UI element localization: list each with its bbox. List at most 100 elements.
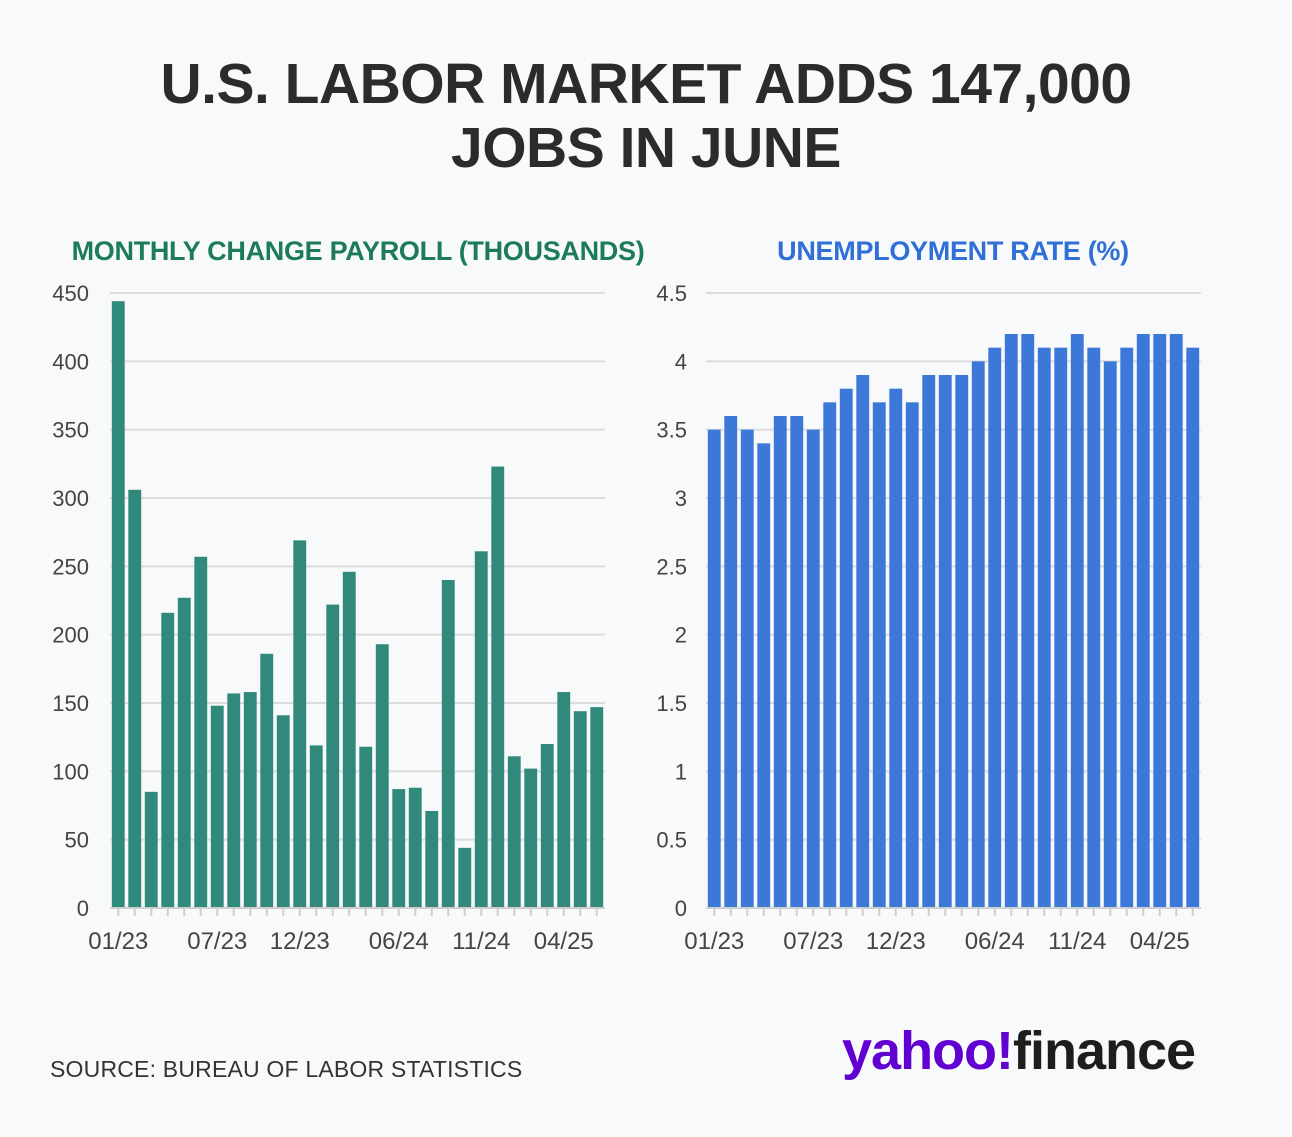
payroll-bar <box>161 612 175 908</box>
payroll-bar <box>491 466 505 908</box>
unemployment-bar <box>971 361 985 908</box>
payroll-bar <box>293 540 307 908</box>
x-tick-label: 01/23 <box>88 928 148 955</box>
unemployment-bar <box>1136 334 1150 908</box>
unemployment-bar <box>1021 334 1035 908</box>
x-tick-label: 11/24 <box>1048 928 1106 955</box>
unemployment-bar <box>905 402 919 908</box>
y-tick-label: 300 <box>52 486 89 511</box>
y-tick-label: 0 <box>675 896 687 921</box>
unemployment-bar <box>740 429 754 908</box>
unemployment-bar <box>1087 347 1101 909</box>
unemployment-bar <box>806 429 820 908</box>
logo-yahoo: yahoo! <box>842 1021 1014 1081</box>
y-tick-label: 450 <box>52 281 89 306</box>
x-tick-label: 11/24 <box>452 928 510 955</box>
x-tick-label: 12/23 <box>866 928 926 955</box>
payroll-bar <box>177 597 191 908</box>
y-tick-label: 3 <box>675 486 687 511</box>
payroll-bar <box>276 715 290 908</box>
unemployment-bar <box>1004 334 1018 908</box>
unemployment-bar <box>988 347 1002 909</box>
charts-canvas: 0 50 100 150 200 250 300 350 400 450 01/23 07/23 12/… <box>52 281 1201 955</box>
payroll-chart-title: MONTHLY CHANGE PAYROLL (THOUSANDS) <box>71 236 645 266</box>
y-tick-label: 2 <box>675 623 687 648</box>
page-title: U.S. LABOR MARKET ADDS 147,000 JOBS IN J… <box>0 52 1292 180</box>
unemployment-bar <box>955 375 969 908</box>
payroll-bar <box>573 711 587 908</box>
payroll-bar <box>342 571 356 908</box>
payroll-bar <box>309 745 323 908</box>
unemployment-bar <box>938 375 952 908</box>
payroll-bar <box>507 756 521 908</box>
unemployment-bar <box>889 388 903 909</box>
y-tick-label: 2.5 <box>656 554 687 579</box>
payroll-bar <box>425 810 439 908</box>
x-tick-label: 07/23 <box>187 928 247 955</box>
y-tick-label: 250 <box>52 554 89 579</box>
source-note: SOURCE: BUREAU OF LABOR STATISTICS <box>50 1056 523 1082</box>
unemployment-bar <box>1120 347 1134 909</box>
y-tick-label: 100 <box>52 759 89 784</box>
payroll-bar <box>557 692 571 908</box>
payroll-bar <box>540 744 554 908</box>
unemployment-bar <box>1070 334 1084 908</box>
payroll-bar <box>458 847 472 908</box>
payroll-chart: 0 50 100 150 200 250 300 350 400 450 01/23 07/23 12/… <box>52 281 605 955</box>
unemployment-bar <box>823 402 837 908</box>
y-tick-label: 400 <box>52 349 89 374</box>
logo-finance: finance <box>1013 1021 1196 1081</box>
payroll-bar <box>392 789 406 908</box>
y-tick-label: 150 <box>52 691 89 716</box>
y-tick-label: 3.5 <box>656 418 687 443</box>
title-line-1: U.S. LABOR MARKET ADDS 147,000 <box>160 52 1132 116</box>
y-tick-label: 4 <box>675 349 687 374</box>
unemployment-bar <box>773 416 787 908</box>
x-tick-label: 06/24 <box>965 928 1025 955</box>
payroll-bar <box>243 692 257 908</box>
unemployment-bar <box>1103 361 1117 908</box>
unemployment-bar <box>1037 347 1051 909</box>
payroll-bar <box>441 580 455 908</box>
x-tick-label: 12/23 <box>270 928 330 955</box>
unemployment-bar <box>1186 347 1200 909</box>
unemployment-bar <box>724 416 738 908</box>
payroll-bar <box>194 556 208 908</box>
y-tick-label: 50 <box>65 828 89 853</box>
y-tick-label: 0.5 <box>656 828 687 853</box>
payroll-bar <box>144 791 158 908</box>
y-tick-label: 0 <box>77 896 89 921</box>
unemployment-bar <box>790 416 804 908</box>
unemployment-chart: 0 0.5 1 1.5 2 2.5 3 3.5 4 4.5 01/23 07/23 12/23 06/24… <box>656 281 1201 955</box>
unemployment-bar <box>1153 334 1167 908</box>
payroll-bar <box>474 551 488 908</box>
payroll-bar <box>227 693 241 908</box>
payroll-bar <box>524 768 538 908</box>
y-tick-label: 200 <box>52 623 89 648</box>
x-tick-label: 06/24 <box>369 928 429 955</box>
unemployment-bar <box>856 375 870 908</box>
y-tick-label: 350 <box>52 418 89 443</box>
y-tick-label: 1 <box>675 759 687 784</box>
y-tick-label: 4.5 <box>656 281 687 306</box>
unemployment-chart-title: UNEMPLOYMENT RATE (%) <box>777 236 1129 266</box>
unemployment-bar <box>839 388 853 909</box>
y-tick-label: 1.5 <box>656 691 687 716</box>
payroll-bar <box>128 489 142 908</box>
unemployment-bar <box>1169 334 1183 908</box>
payroll-bar <box>590 707 604 908</box>
payroll-bar <box>375 644 389 908</box>
payroll-bar <box>210 705 224 908</box>
payroll-bar <box>359 746 373 908</box>
unemployment-bar <box>922 375 936 908</box>
unemployment-bar <box>707 429 721 908</box>
payroll-bar <box>408 787 422 908</box>
x-tick-label: 04/25 <box>1130 928 1190 955</box>
payroll-bar <box>260 653 274 908</box>
unemployment-bar <box>872 402 886 908</box>
x-tick-label: 07/23 <box>783 928 843 955</box>
title-line-2: JOBS IN JUNE <box>451 116 841 180</box>
payroll-bar <box>111 301 125 908</box>
yahoo-finance-logo: yahoo!finance <box>842 1016 1196 1086</box>
x-tick-label: 01/23 <box>684 928 744 955</box>
